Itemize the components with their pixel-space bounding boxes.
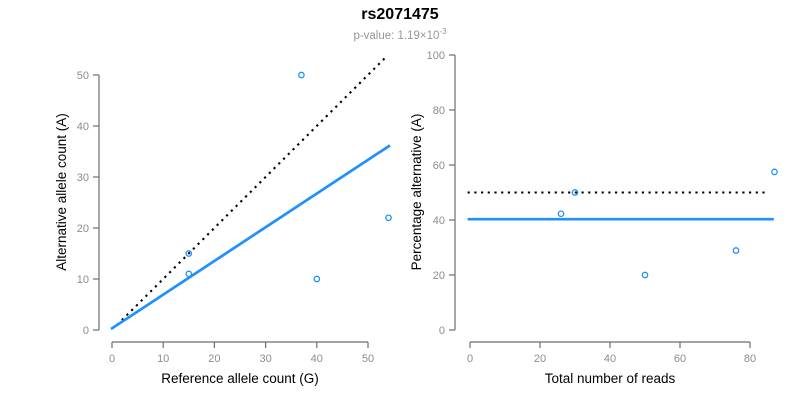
x-tick-label: 0 <box>109 353 115 365</box>
x-axis: 0 20 40 60 80 <box>467 341 756 365</box>
y-tick-label: 20 <box>433 270 445 282</box>
data-point <box>313 275 321 283</box>
identity-line <box>116 55 388 326</box>
y-tick-label: 20 <box>77 223 89 235</box>
y-tick-label: 0 <box>439 325 445 337</box>
data-point <box>571 189 579 196</box>
y-tick-label: 50 <box>77 70 89 82</box>
x-tick-label: 30 <box>259 353 271 365</box>
x-tick-label: 40 <box>311 353 323 365</box>
y-axis: 0 10 20 30 40 50 <box>77 70 100 337</box>
x-tick-label: 50 <box>362 353 374 365</box>
data-point <box>771 168 778 176</box>
data-point <box>298 71 305 79</box>
y-tick-label: 0 <box>83 325 89 337</box>
x-tick-label: 80 <box>744 353 756 365</box>
y-axis-label: Percentage alternative (A) <box>409 114 424 271</box>
data-point <box>641 271 649 279</box>
data-point <box>185 270 193 278</box>
x-tick-label: 40 <box>604 353 616 365</box>
y-tick-label: 10 <box>77 274 89 286</box>
x-tick-label: 20 <box>534 353 546 365</box>
x-axis-label: Reference allele count (G) <box>161 371 319 386</box>
y-tick-label: 100 <box>427 50 445 62</box>
x-tick-label: 0 <box>467 353 473 365</box>
y-tick-label: 30 <box>77 172 89 184</box>
y-axis: 0 20 40 60 80 100 <box>427 50 456 337</box>
x-tick-label: 60 <box>674 353 686 365</box>
data-point <box>185 250 193 257</box>
y-tick-label: 40 <box>77 121 89 133</box>
x-axis-label: Total number of reads <box>545 371 676 386</box>
x-tick-label: 20 <box>208 353 220 365</box>
data-point <box>732 247 740 254</box>
y-axis-label: Alternative allele count (A) <box>54 113 69 271</box>
y-tick-label: 40 <box>433 215 445 227</box>
plot-right: 0 20 40 60 80 100 0 20 40 60 80 Total number of rea… <box>409 50 778 386</box>
data-point <box>557 210 565 218</box>
regression-line <box>110 144 391 331</box>
x-axis: 0 10 20 30 40 50 <box>109 341 374 365</box>
data-point <box>385 214 392 222</box>
y-tick-label: 80 <box>433 105 445 117</box>
plot-left: 0 10 20 30 40 50 0 10 20 30 40 50 Reference allele c… <box>54 55 392 386</box>
y-tick-label: 60 <box>433 160 445 172</box>
x-tick-label: 10 <box>157 353 169 365</box>
